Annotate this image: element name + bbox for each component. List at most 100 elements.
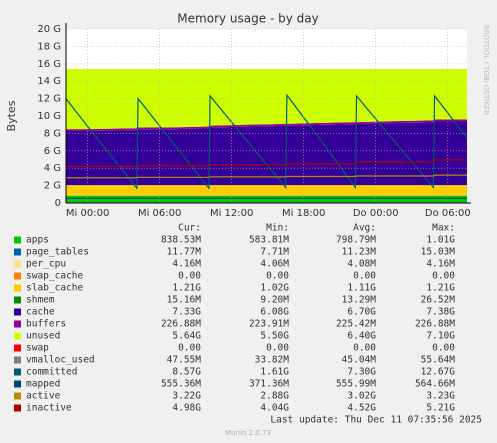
stat-value: 0.00	[266, 271, 289, 282]
stat-value: 5.64G	[172, 331, 201, 342]
stat-value: 4.98G	[172, 403, 201, 414]
legend-swatch	[14, 368, 21, 376]
stat-value: 13.29M	[342, 295, 377, 306]
stat-value: 5.21G	[426, 403, 455, 414]
stat-header: Max:	[432, 223, 455, 234]
stat-value: 0.00	[353, 343, 376, 354]
stat-value: 55.64M	[421, 355, 456, 366]
stat-value: 15.16M	[167, 295, 202, 306]
stat-value: 564.66M	[415, 379, 455, 390]
stat-value: 6.08G	[260, 307, 289, 318]
stat-value: 7.30G	[347, 367, 376, 378]
stat-value: 4.08M	[347, 259, 376, 270]
stat-value: 15.03M	[421, 247, 456, 258]
stat-value: 838.53M	[161, 235, 201, 246]
y-tick-label: 4 G	[44, 163, 61, 174]
stat-value: 226.88M	[161, 319, 201, 330]
area-cache	[66, 121, 467, 185]
stat-value: 1.21G	[172, 283, 201, 294]
area-apps	[66, 195, 467, 203]
stat-value: 11.77M	[167, 247, 202, 258]
y-tick-label: 18 G	[37, 41, 61, 52]
legend-swatch	[14, 284, 21, 292]
legend-swatch	[14, 308, 21, 316]
stat-value: 4.04G	[260, 403, 289, 414]
stat-value: 3.22G	[172, 391, 201, 402]
legend-label: buffers	[26, 319, 66, 330]
legend-swatch	[14, 296, 21, 304]
legend-swatch	[14, 404, 21, 412]
stat-value: 0.00	[178, 271, 201, 282]
stat-value: 555.36M	[161, 379, 201, 390]
stat-value: 0.00	[266, 343, 289, 354]
stat-value: 583.81M	[249, 235, 289, 246]
stat-value: 798.79M	[336, 235, 376, 246]
stat-value: 12.67G	[421, 367, 456, 378]
y-tick-label: 6 G	[44, 146, 61, 157]
stat-value: 0.00	[353, 271, 376, 282]
stat-value: 1.02G	[260, 283, 289, 294]
stat-value: 9.20M	[260, 295, 289, 306]
y-tick-label: 14 G	[37, 76, 61, 87]
stat-value: 3.02G	[347, 391, 376, 402]
stat-value: 226.88M	[415, 319, 455, 330]
x-tick-label: Mi 00:00	[66, 208, 109, 219]
stat-value: 223.91M	[249, 319, 289, 330]
last-update: Last update: Thu Dec 11 07:35:56 2025	[270, 415, 482, 426]
stat-value: 7.71M	[260, 247, 289, 258]
stat-value: 6.70G	[347, 307, 376, 318]
x-tick-label: Do 00:00	[353, 208, 399, 219]
stat-value: 0.00	[432, 271, 455, 282]
y-tick-label: 2 G	[44, 181, 61, 192]
area-buffers	[66, 119, 467, 132]
legend-swatch	[14, 248, 21, 256]
legend-label: apps	[26, 235, 49, 246]
stat-value: 1.21G	[426, 283, 455, 294]
stat-value: 47.55M	[167, 355, 202, 366]
stat-header: Avg:	[353, 223, 376, 234]
legend-label: page_tables	[26, 247, 89, 258]
area-slab-cache	[66, 185, 467, 196]
stat-value: 8.57G	[172, 367, 201, 378]
stat-value: 7.10G	[426, 331, 455, 342]
y-tick-label: 8 G	[44, 128, 61, 139]
stat-value: 225.42M	[336, 319, 376, 330]
legend-label: active	[26, 391, 61, 402]
line-inactive	[66, 159, 467, 168]
legend-label: per_cpu	[26, 259, 66, 270]
stat-value: 1.11G	[347, 283, 376, 294]
legend-swatch	[14, 392, 21, 400]
stat-value: 7.33G	[172, 307, 201, 318]
legend-label: committed	[26, 367, 77, 378]
legend-label: vmalloc_used	[26, 355, 95, 366]
x-tick-label: Mi 12:00	[210, 208, 253, 219]
side-text: RRDTOOL / TOBI OETIKER	[482, 25, 490, 115]
line-committed	[65, 93, 468, 190]
legend-label: slab_cache	[26, 283, 83, 294]
stat-value: 7.38G	[426, 307, 455, 318]
stat-value: 2.88G	[260, 391, 289, 402]
stat-value: 555.99M	[336, 379, 376, 390]
stat-value: 371.36M	[249, 379, 289, 390]
legend-swatch	[14, 332, 21, 340]
legend-swatch	[14, 260, 21, 268]
legend-label: inactive	[26, 403, 72, 414]
stat-value: 45.04M	[342, 355, 377, 366]
legend-swatch	[14, 380, 21, 388]
legend-swatch	[14, 272, 21, 280]
stat-value: 1.01G	[426, 235, 455, 246]
y-tick-label: 10 G	[37, 111, 61, 122]
area-unused	[66, 69, 467, 130]
footer: Munin 2.0.73	[225, 429, 271, 437]
x-tick-label: Mi 18:00	[282, 208, 325, 219]
stat-value: 4.16M	[172, 259, 201, 270]
stat-value: 3.23G	[426, 391, 455, 402]
stat-value: 4.16M	[426, 259, 455, 270]
y-axis-label: Bytes	[5, 100, 18, 131]
legend-label: swap	[26, 343, 49, 354]
x-tick-label: Do 06:00	[425, 208, 471, 219]
chart-title: Memory usage - by day	[177, 12, 318, 26]
stat-value: 1.61G	[260, 367, 289, 378]
legend-swatch	[14, 320, 21, 328]
